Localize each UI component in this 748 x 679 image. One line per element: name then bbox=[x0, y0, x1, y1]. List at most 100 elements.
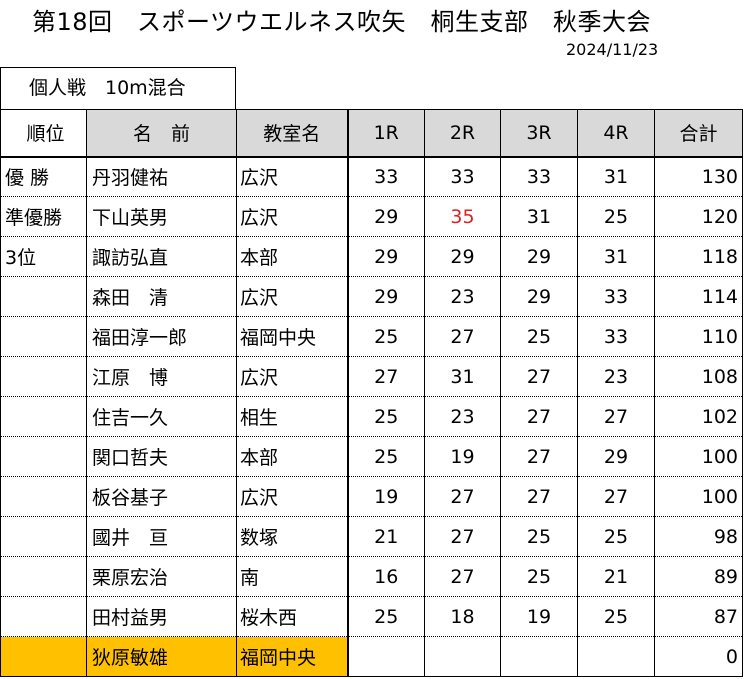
round-4-score bbox=[577, 636, 655, 677]
rank-cell: 優 勝 bbox=[0, 156, 87, 197]
results-table: 順位 名 前 教室名 1R 2R 3R 4R 合計 優 勝丹羽健祐 広沢 33 33 3… bbox=[0, 109, 743, 677]
round-3-score: 25 bbox=[500, 556, 578, 597]
round-3-score: 29 bbox=[500, 236, 578, 277]
header-round-2: 2R bbox=[424, 109, 501, 158]
round-4-score: 25 bbox=[577, 596, 655, 637]
player-name: 田村益男 bbox=[86, 596, 237, 637]
table-row: 田村益男 桜木西 25 18 19 25 87 bbox=[0, 596, 743, 637]
rank-cell bbox=[0, 516, 87, 557]
round-2-score: 18 bbox=[424, 596, 501, 637]
round-2-score: 27 bbox=[424, 316, 501, 357]
round-4-score: 31 bbox=[577, 156, 655, 197]
round-2-score: 29 bbox=[424, 236, 501, 277]
round-3-score: 31 bbox=[500, 196, 578, 237]
total-score: 87 bbox=[654, 596, 743, 637]
round-4-score: 31 bbox=[577, 236, 655, 277]
rank-cell: 3位 bbox=[0, 236, 87, 277]
total-score: 89 bbox=[654, 556, 743, 597]
round-2-score bbox=[424, 636, 501, 677]
player-name: 諏訪弘直 bbox=[86, 236, 237, 277]
round-3-score: 29 bbox=[500, 276, 578, 317]
round-3-score: 27 bbox=[500, 396, 578, 437]
player-name: 下山英男 bbox=[86, 196, 237, 237]
round-4-score: 29 bbox=[577, 436, 655, 477]
rank-cell bbox=[0, 356, 87, 397]
round-3-score: 19 bbox=[500, 596, 578, 637]
class-name: 桜木西 bbox=[236, 596, 348, 637]
rank-cell bbox=[0, 276, 87, 317]
class-name: 福岡中央 bbox=[236, 636, 348, 677]
player-name: 狄原敏雄 bbox=[86, 636, 237, 677]
table-row: 関口哲夫 本部 25 19 27 29 100 bbox=[0, 436, 743, 477]
round-4-score: 33 bbox=[577, 316, 655, 357]
round-1-score: 25 bbox=[346, 436, 425, 477]
round-1-score bbox=[346, 636, 425, 677]
table-row: 住吉一久 相生 25 23 27 27 102 bbox=[0, 396, 743, 437]
table-row: 狄原敏雄 福岡中央 0 bbox=[0, 636, 743, 677]
round-4-score: 23 bbox=[577, 356, 655, 397]
round-1-score: 21 bbox=[346, 516, 425, 557]
round-1-score: 19 bbox=[346, 476, 425, 517]
total-score: 120 bbox=[654, 196, 743, 237]
rank-cell bbox=[0, 556, 87, 597]
round-2-score: 23 bbox=[424, 396, 501, 437]
rank-cell bbox=[0, 596, 87, 637]
event-date: 2024/11/23 bbox=[566, 40, 659, 59]
total-score: 98 bbox=[654, 516, 743, 557]
round-3-score: 27 bbox=[500, 436, 578, 477]
round-2-score: 19 bbox=[424, 436, 501, 477]
player-name: 國井 亘 bbox=[86, 516, 237, 557]
round-4-score: 27 bbox=[577, 396, 655, 437]
page-title: 第18回 スポーツウエルネス吹矢 桐生支部 秋季大会 bbox=[32, 8, 652, 36]
round-1-score: 29 bbox=[346, 196, 425, 237]
table-row: 國井 亘数塚 21 27 25 25 98 bbox=[0, 516, 743, 557]
class-name: 広沢 bbox=[236, 356, 348, 397]
table-row: 3位 諏訪弘直 本部 29 29 29 31 118 bbox=[0, 236, 743, 277]
class-name: 相生 bbox=[236, 396, 348, 437]
total-score: 110 bbox=[654, 316, 743, 357]
table-row: 栗原宏治南 16 27 25 21 89 bbox=[0, 556, 743, 597]
round-1-score: 29 bbox=[346, 276, 425, 317]
table-row: 準優勝 下山英男 広沢 29 35 31 25 120 bbox=[0, 196, 743, 237]
round-4-score: 33 bbox=[577, 276, 655, 317]
header-name: 名 前 bbox=[86, 109, 237, 158]
class-name: 数塚 bbox=[236, 516, 348, 557]
round-1-score: 16 bbox=[346, 556, 425, 597]
player-name: 栗原宏治 bbox=[86, 556, 237, 597]
class-name: 南 bbox=[236, 556, 348, 597]
header-class: 教室名 bbox=[236, 109, 348, 158]
player-name: 森田 清 bbox=[86, 276, 237, 317]
player-name: 板谷基子 bbox=[86, 476, 237, 517]
round-2-score: 33 bbox=[424, 156, 501, 197]
total-score: 0 bbox=[654, 636, 743, 677]
round-4-score: 21 bbox=[577, 556, 655, 597]
total-score: 130 bbox=[654, 156, 743, 197]
table-row: 江原 博広沢 27 31 27 23 108 bbox=[0, 356, 743, 397]
round-1-score: 27 bbox=[346, 356, 425, 397]
round-1-score: 29 bbox=[346, 236, 425, 277]
round-2-score: 23 bbox=[424, 276, 501, 317]
round-1-score: 33 bbox=[346, 156, 425, 197]
round-2-score: 27 bbox=[424, 516, 501, 557]
round-4-score: 25 bbox=[577, 196, 655, 237]
player-name: 関口哲夫 bbox=[86, 436, 237, 477]
total-score: 118 bbox=[654, 236, 743, 277]
round-4-score: 27 bbox=[577, 476, 655, 517]
class-name: 広沢 bbox=[236, 276, 348, 317]
player-name: 住吉一久 bbox=[86, 396, 237, 437]
header-rank: 順位 bbox=[0, 109, 87, 158]
rank-cell bbox=[0, 476, 87, 517]
table-row: 優 勝丹羽健祐 広沢 33 33 33 31 130 bbox=[0, 156, 743, 197]
total-score: 108 bbox=[654, 356, 743, 397]
class-name: 本部 bbox=[236, 236, 348, 277]
header-round-1: 1R bbox=[346, 109, 425, 158]
round-2-score: 27 bbox=[424, 476, 501, 517]
total-score: 102 bbox=[654, 396, 743, 437]
round-3-score: 27 bbox=[500, 476, 578, 517]
class-name: 福岡中央 bbox=[236, 316, 348, 357]
round-3-score: 25 bbox=[500, 516, 578, 557]
total-score: 100 bbox=[654, 436, 743, 477]
class-name: 広沢 bbox=[236, 476, 348, 517]
rank-cell bbox=[0, 436, 87, 477]
class-name: 広沢 bbox=[236, 196, 348, 237]
